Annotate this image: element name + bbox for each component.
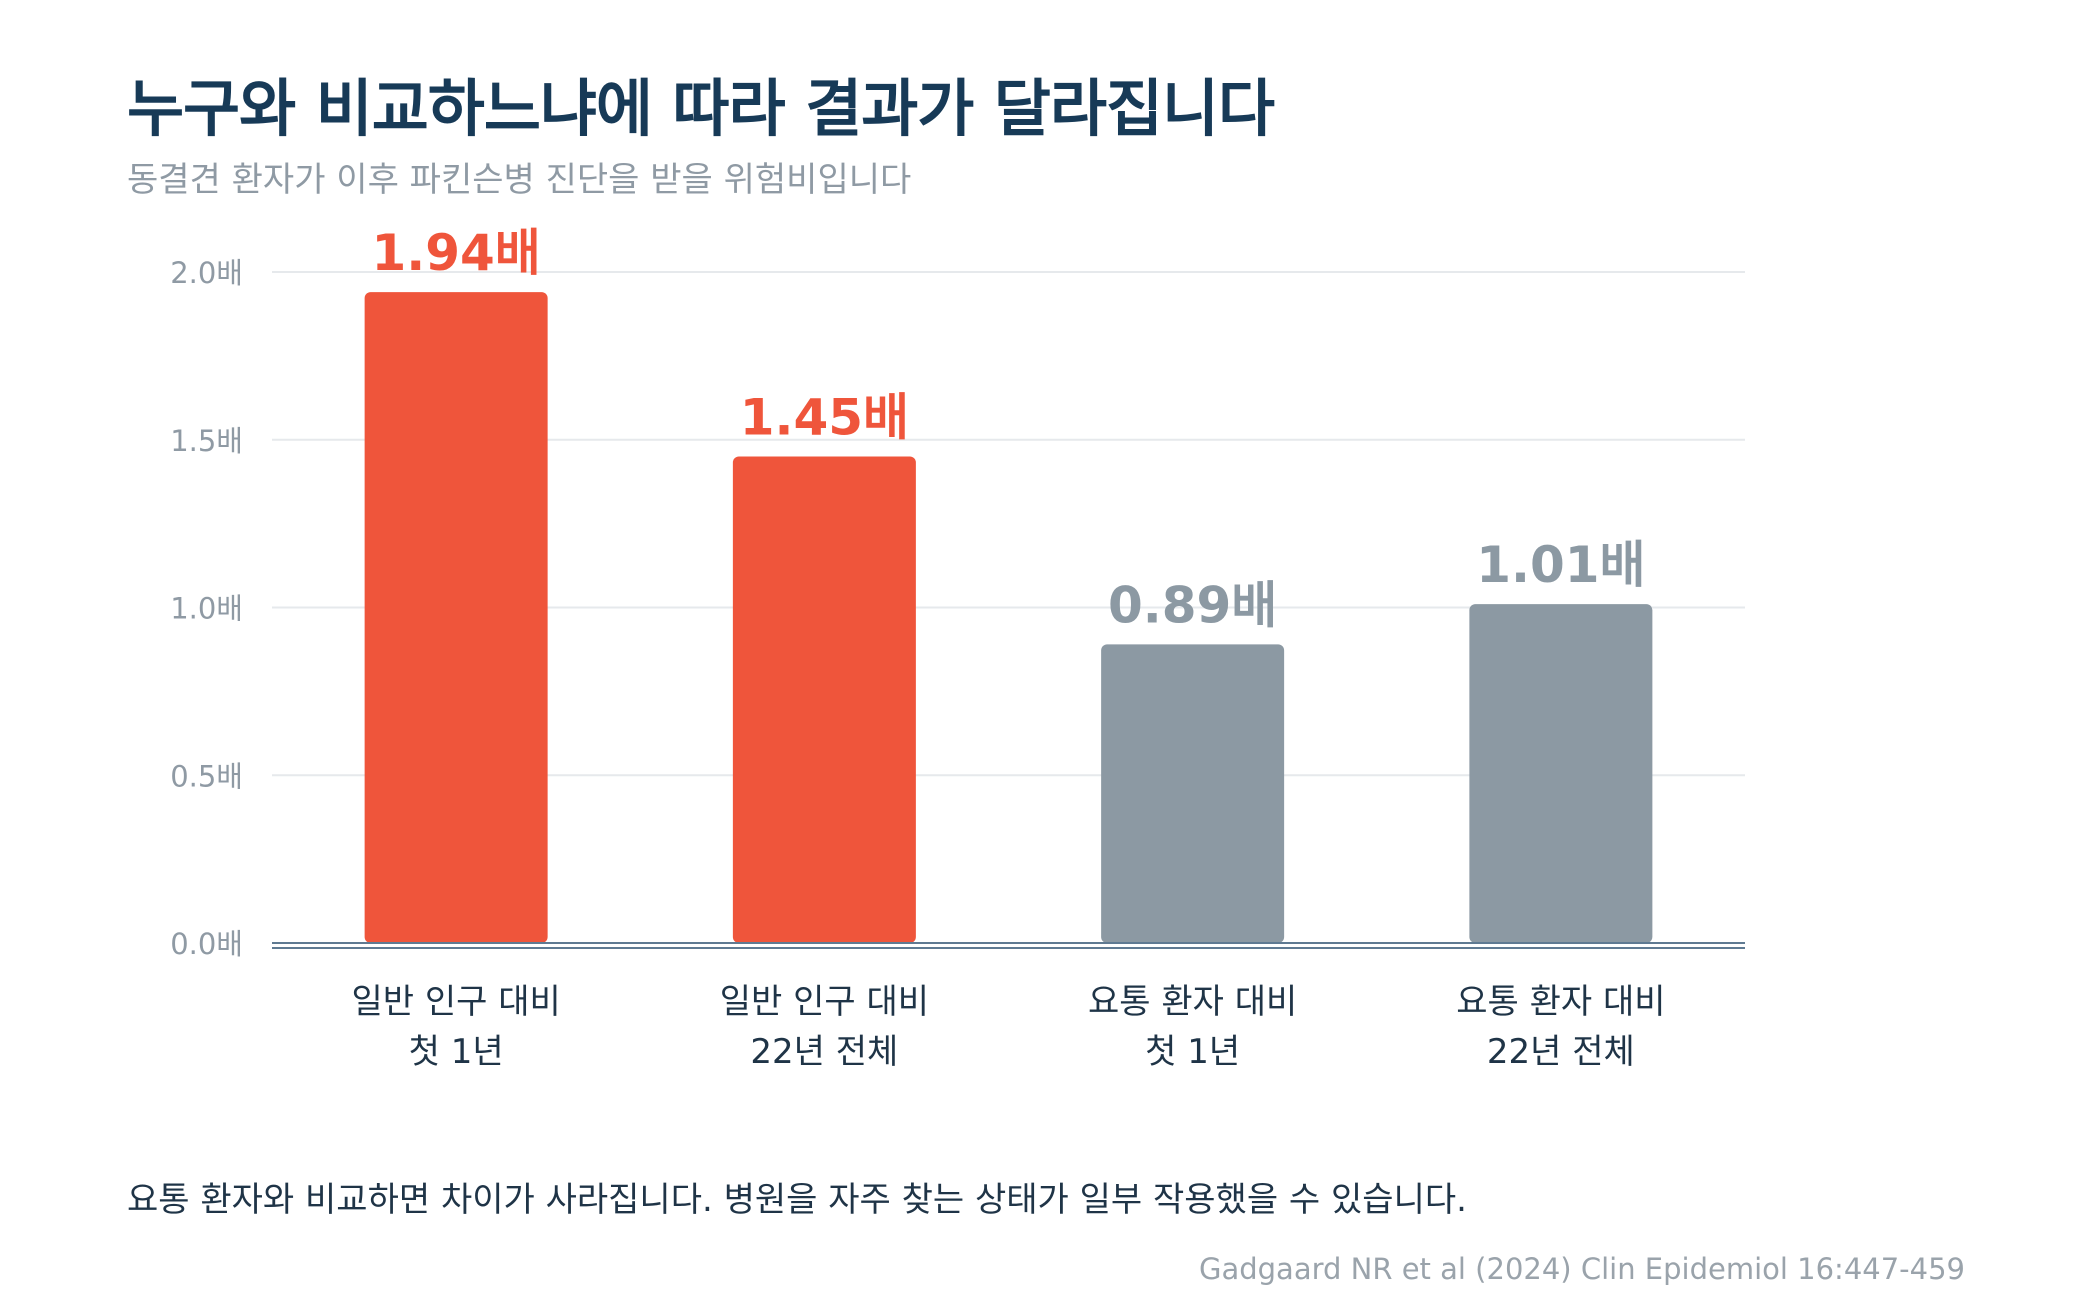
data-label: 1.01배	[1476, 536, 1645, 594]
y-tick-label: 2.0배	[170, 256, 243, 290]
bar	[1469, 604, 1653, 943]
category-label: 22년 전체	[1487, 1032, 1635, 1072]
data-label: 0.89배	[1108, 576, 1277, 634]
bar-chart: 0.0배 0.5배 1.0배 1.5배 2.0배 1.94배 1.45배 0.89배 1.01…	[170, 224, 1745, 1072]
footnote: 요통 환자와 비교하면 차이가 사라집니다. 병원을 자주 찾는 상태가 일부 …	[127, 1180, 1467, 1220]
y-tick-label: 0.0배	[170, 927, 243, 961]
category-label: 첫 1년	[1145, 1032, 1240, 1072]
category-label: 요통 환자 대비	[1456, 982, 1665, 1022]
category-label: 첫 1년	[409, 1032, 504, 1072]
value-labels: 1.94배 1.45배 0.89배 1.01배	[371, 224, 1645, 634]
bar	[1101, 644, 1285, 943]
y-tick-label: 1.0배	[170, 592, 243, 626]
category-labels: 일반 인구 대비첫 1년 일반 인구 대비 22년 전체 요통 환자 대비첫 1년 요통…	[351, 982, 1665, 1072]
category-label: 요통 환자 대비	[1088, 982, 1297, 1022]
category-label: 22년 전체	[750, 1032, 898, 1072]
bar	[364, 292, 548, 943]
y-tick-label: 0.5배	[170, 759, 243, 793]
category-label: 일반 인구 대비	[720, 982, 929, 1022]
category-label: 일반 인구 대비	[351, 982, 560, 1022]
y-axis-ticks: 0.0배 0.5배 1.0배 1.5배 2.0배	[170, 256, 243, 961]
data-label: 1.45배	[740, 389, 909, 447]
bar	[732, 456, 916, 943]
y-tick-label: 1.5배	[170, 424, 243, 458]
source-citation: Gadgaard NR et al (2024) Clin Epidemiol …	[1199, 1252, 1965, 1286]
chart-subtitle: 동결견 환자가 이후 파킨슨병 진단을 받을 위험비입니다	[127, 160, 912, 200]
data-label: 1.94배	[371, 224, 540, 282]
bars	[272, 292, 1745, 949]
chart-title: 누구와 비교하느냐에 따라 결과가 달라집니다	[127, 72, 1275, 145]
